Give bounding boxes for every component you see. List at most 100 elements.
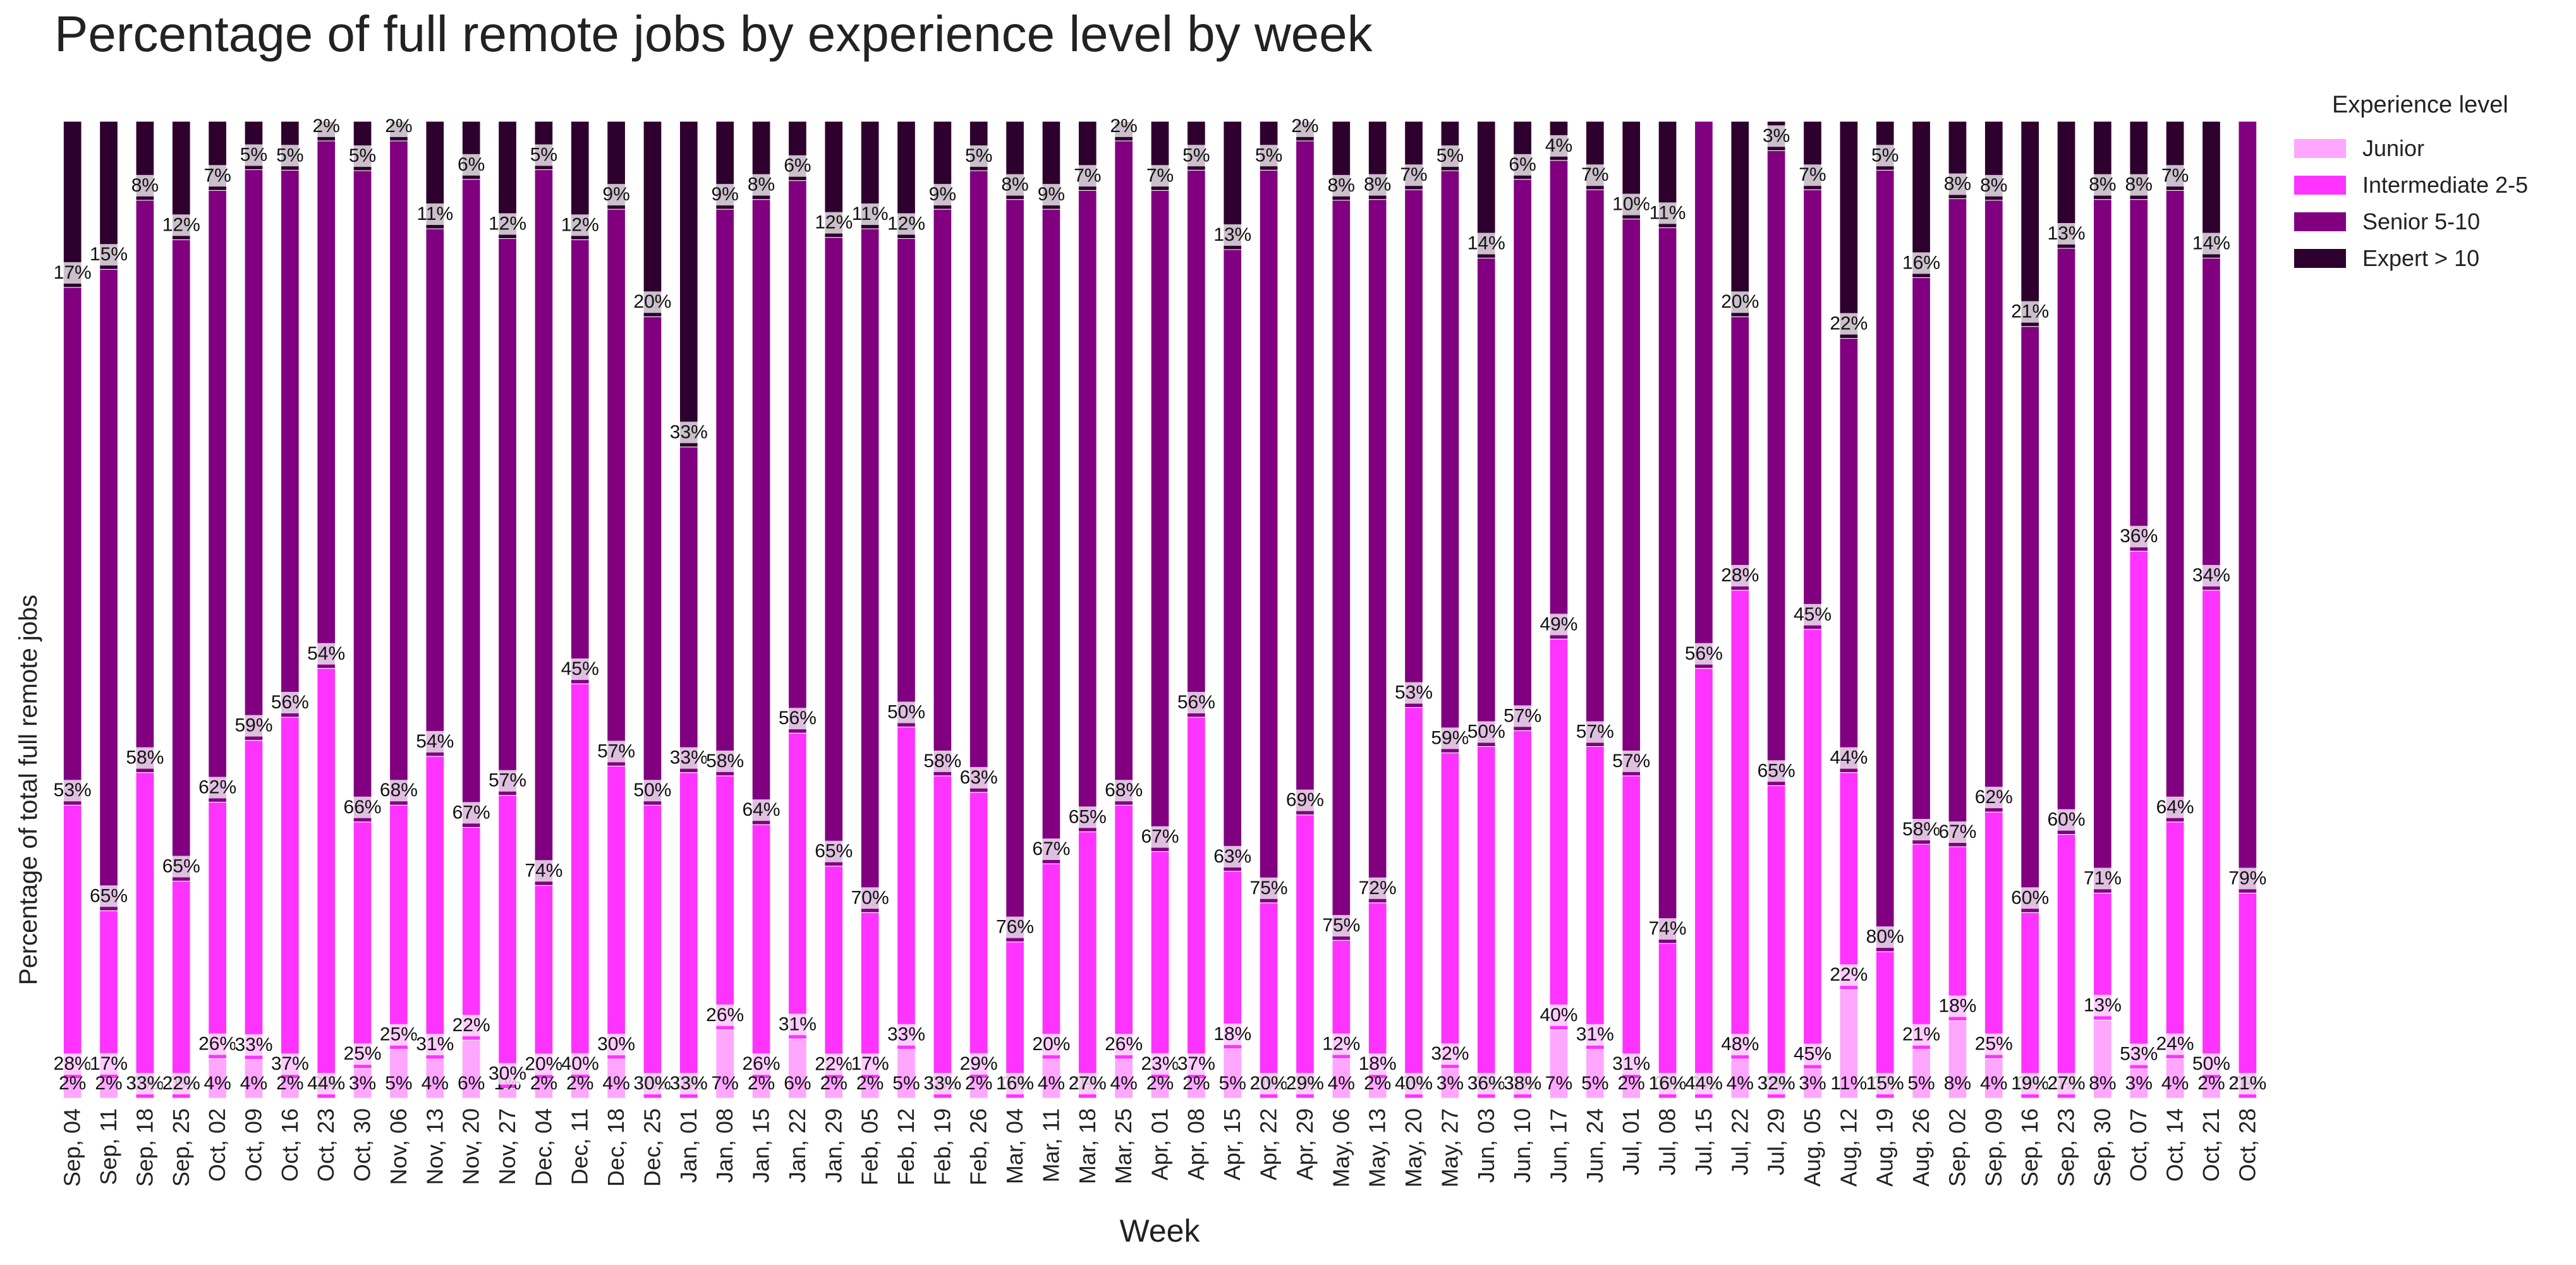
bar-segment — [1368, 902, 1387, 1079]
data-label-bg — [1902, 1024, 1940, 1046]
data-label-bg — [1255, 145, 1282, 167]
bar-segment — [63, 287, 82, 806]
data-label-bg — [670, 421, 708, 444]
x-tick-label: Jul, 22 — [1727, 1108, 1753, 1175]
data-label: 65% — [90, 885, 128, 906]
x-tick-label: Mar, 18 — [1074, 1108, 1100, 1184]
bar-segment — [1476, 257, 1496, 747]
data-label: 64% — [2156, 797, 2194, 818]
bar-segment — [2165, 190, 2185, 823]
data-label-bg — [1437, 145, 1464, 167]
data-label-bg — [1467, 721, 1505, 743]
x-tick-label: Oct, 23 — [313, 1108, 339, 1182]
data-label: 11% — [1830, 1073, 1867, 1094]
bar-segment — [824, 866, 844, 1079]
data-label: 2% — [1618, 1073, 1645, 1094]
data-label: 33% — [126, 1073, 164, 1094]
bar-segment — [643, 121, 662, 317]
bar-segment — [824, 237, 844, 867]
data-label: 11% — [1649, 202, 1686, 223]
bar-segment — [607, 1058, 626, 1099]
bar-segment — [1912, 121, 1931, 278]
data-label: 45% — [1794, 604, 1832, 625]
legend-item: Junior — [2294, 130, 2560, 167]
data-label-bg — [779, 1014, 817, 1036]
data-label: 49% — [1540, 614, 1577, 634]
data-label: 19% — [2011, 1073, 2049, 1094]
data-label: 3% — [2125, 1073, 2153, 1094]
data-label: 24% — [2156, 1034, 2194, 1055]
bar-segment — [389, 804, 408, 1050]
bar-segment — [425, 228, 445, 757]
data-label: 27% — [2047, 1073, 2085, 1094]
data-label-bg — [1649, 202, 1687, 224]
data-label-bg — [2228, 1073, 2266, 1094]
bar-segment — [824, 1078, 844, 1099]
data-label: 5% — [1437, 145, 1464, 166]
bar-segment — [1803, 189, 1822, 630]
data-label-bg — [1980, 174, 2007, 197]
data-label-bg — [416, 730, 454, 753]
data-label-bg — [2011, 1073, 2049, 1094]
data-label-bg — [54, 1053, 92, 1075]
bar-segment — [1114, 1058, 1133, 1099]
data-label-bg — [1074, 165, 1101, 187]
data-label: 59% — [1431, 727, 1469, 748]
x-tick-label: Sep, 23 — [2053, 1108, 2079, 1187]
data-label-bg — [2156, 796, 2194, 818]
x-tick-label: Dec, 04 — [530, 1108, 556, 1187]
data-label: 40% — [561, 1053, 599, 1074]
data-label: 20% — [525, 1053, 562, 1074]
data-label: 5% — [1871, 145, 1899, 166]
bar-segment — [715, 775, 735, 1031]
data-label-bg — [670, 747, 708, 769]
data-label-bg — [561, 1053, 599, 1075]
bar-segment — [63, 1078, 82, 1099]
data-label-bg — [743, 1053, 781, 1075]
data-label-bg — [1038, 184, 1065, 206]
x-tick-label: Aug, 19 — [1872, 1108, 1898, 1187]
bar-segment — [2129, 199, 2149, 552]
data-label-bg — [2161, 165, 2189, 187]
data-label-bg — [1002, 174, 1029, 196]
bar-segment — [63, 121, 82, 288]
data-label: 65% — [1758, 760, 1795, 781]
bar-segment — [570, 239, 590, 684]
data-label: 54% — [307, 643, 345, 664]
data-label-bg — [54, 780, 92, 802]
data-label-bg — [2192, 233, 2230, 255]
bar-segment — [607, 209, 626, 766]
data-label-bg — [887, 213, 925, 235]
x-tick-label: Jan, 22 — [784, 1108, 810, 1183]
data-label-bg — [453, 802, 490, 824]
data-label-bg — [670, 1073, 708, 1094]
x-tick-label: Nov, 27 — [494, 1108, 520, 1185]
bar-segment — [1440, 170, 1460, 753]
bar-segment — [1259, 902, 1279, 1099]
data-label-bg — [2084, 868, 2122, 890]
bar-segment — [2129, 1068, 2149, 1099]
data-label: 5% — [1219, 1073, 1246, 1094]
data-label: 33% — [234, 1034, 272, 1055]
data-label-bg — [1400, 164, 1428, 186]
data-label: 4% — [1980, 1073, 2007, 1094]
data-label: 22% — [162, 1073, 200, 1094]
data-label-bg — [307, 643, 345, 665]
data-label-bg — [603, 184, 630, 206]
x-tick-label: May, 27 — [1437, 1108, 1462, 1187]
data-label: 31% — [416, 1034, 454, 1055]
data-label: 12% — [815, 212, 853, 233]
data-label-bg — [2120, 526, 2158, 548]
data-label: 62% — [1975, 787, 2013, 808]
data-label-bg — [1141, 1053, 1179, 1075]
x-tick-label: Oct, 02 — [204, 1108, 230, 1182]
bar-segment — [1766, 785, 1786, 1099]
data-label: 6% — [458, 1073, 485, 1094]
data-label: 2% — [59, 1073, 86, 1094]
x-tick-labels: Sep, 04 Sep, 11 Sep, 18 Sep, 25 Oct, 02 Oct, … — [59, 1108, 2261, 1187]
x-tick-label: Oct, 28 — [2234, 1108, 2260, 1182]
data-label: 27% — [1069, 1073, 1107, 1094]
data-label-bg — [815, 1053, 853, 1075]
bar-segment — [498, 238, 517, 796]
data-label: 33% — [670, 421, 708, 442]
